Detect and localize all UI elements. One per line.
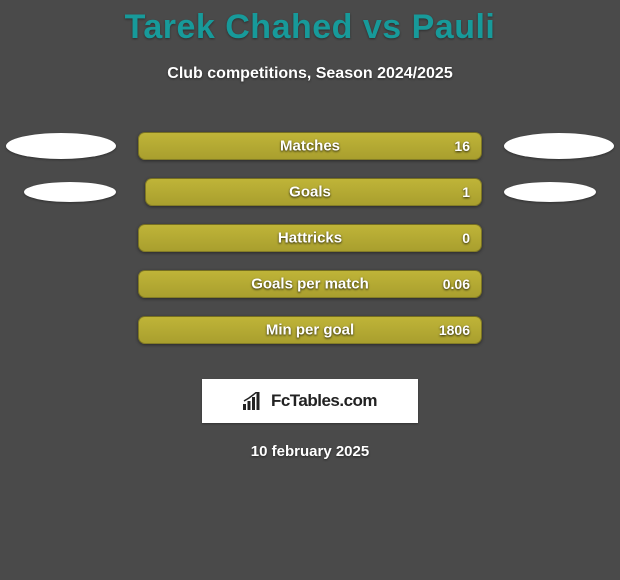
- player-a-marker: [6, 133, 116, 159]
- stat-value: 0.06: [443, 276, 470, 292]
- stat-row: Min per goal 1806: [0, 307, 620, 353]
- stat-row: Hattricks 0: [0, 215, 620, 261]
- stat-bar: Min per goal 1806: [138, 316, 482, 344]
- page-root: Tarek Chahed vs Pauli Club competitions,…: [0, 0, 620, 580]
- stat-row: Matches 16: [0, 123, 620, 169]
- chart-icon: [243, 392, 265, 410]
- page-title: Tarek Chahed vs Pauli: [0, 0, 620, 47]
- player-b-marker: [504, 133, 614, 159]
- stat-label: Goals per match: [251, 276, 369, 293]
- stat-row: Goals 1: [0, 169, 620, 215]
- stat-bar: Goals 1: [138, 178, 482, 206]
- stat-label: Goals: [289, 184, 331, 201]
- stat-label: Min per goal: [266, 322, 354, 339]
- brand-text: FcTables.com: [271, 391, 377, 411]
- stat-value: 0: [462, 230, 470, 246]
- stat-value: 16: [454, 138, 470, 154]
- stat-bar: Hattricks 0: [138, 224, 482, 252]
- page-subtitle: Club competitions, Season 2024/2025: [0, 65, 620, 83]
- player-a-marker: [24, 182, 116, 202]
- stat-value: 1806: [439, 322, 470, 338]
- player-b-marker: [504, 182, 596, 202]
- page-date: 10 february 2025: [0, 443, 620, 460]
- stat-label: Matches: [280, 138, 340, 155]
- stat-rows: Matches 16 Goals 1 Hattricks 0: [0, 123, 620, 353]
- stat-bar: Goals per match 0.06: [138, 270, 482, 298]
- stat-bar: Matches 16: [138, 132, 482, 160]
- stat-label: Hattricks: [278, 230, 342, 247]
- brand-badge[interactable]: FcTables.com: [202, 379, 418, 423]
- stat-row: Goals per match 0.06: [0, 261, 620, 307]
- stat-value: 1: [462, 184, 470, 200]
